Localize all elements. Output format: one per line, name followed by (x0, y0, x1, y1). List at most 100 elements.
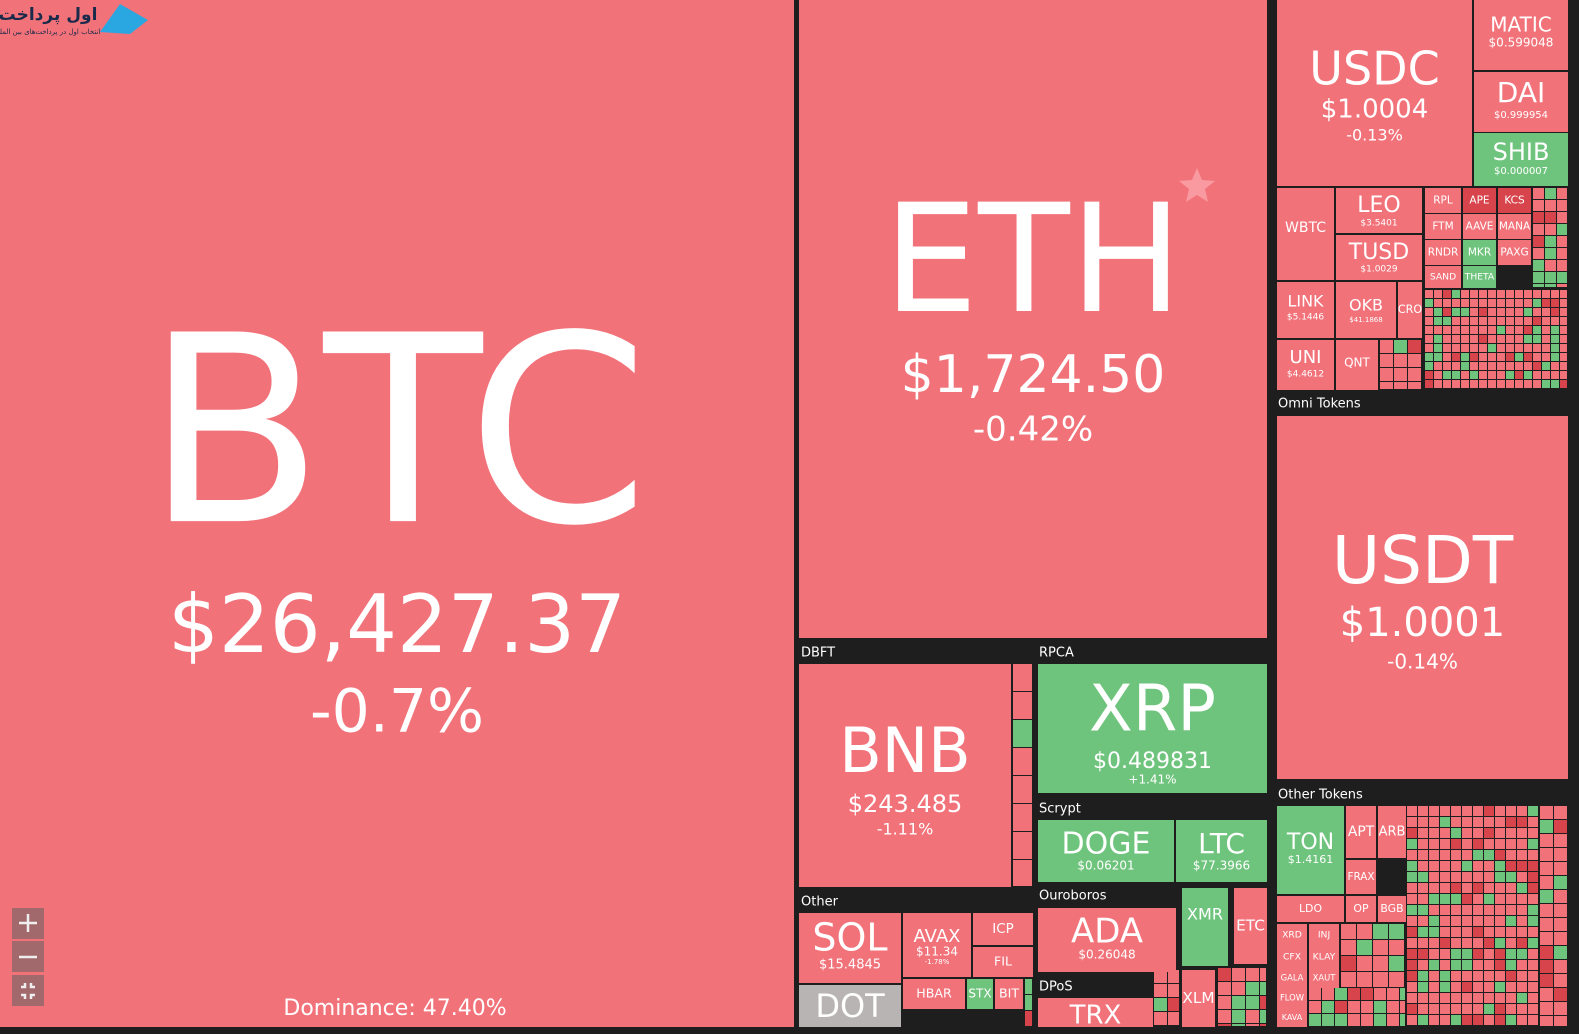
coin-tile[interactable]: XRP$0.489831+1.41% (1038, 664, 1267, 793)
filler-tile (1451, 971, 1461, 981)
coin-tile[interactable]: MATIC$0.599048 (1474, 0, 1568, 70)
filler-tile (1506, 883, 1516, 893)
coin-symbol: KAVA (1282, 1013, 1303, 1022)
coin-tile[interactable]: AAVE (1463, 214, 1496, 239)
coin-tile[interactable]: LDO (1277, 896, 1344, 922)
coin-tile[interactable]: MKR (1463, 240, 1496, 265)
filler-tile (1462, 894, 1472, 904)
filler-tile (1451, 949, 1461, 959)
filler-tile (1361, 1001, 1373, 1013)
filler-tile (1557, 212, 1567, 223)
coin-tile[interactable]: TUSD$1.0029 (1336, 235, 1422, 280)
filler-tile (1429, 916, 1439, 926)
coin-tile[interactable]: FRAX (1346, 860, 1376, 894)
coin-tile[interactable]: LINK $5.1446 (1277, 282, 1334, 338)
filler-tile (1479, 371, 1487, 379)
coin-tile[interactable]: THETA (1463, 266, 1496, 288)
coin-tile[interactable]: KCS (1498, 188, 1531, 213)
coin-tile[interactable]: USDC$1.0004-0.13% (1277, 0, 1472, 186)
coin-tile[interactable]: TRX (1038, 998, 1153, 1031)
coin-tile[interactable]: DOGE$0.06201 (1038, 820, 1174, 882)
coin-tile[interactable]: SAND (1425, 266, 1461, 288)
filler-tile (1484, 839, 1494, 849)
coin-symbol: FIL (994, 954, 1012, 969)
coin-tile[interactable]: BTC$26,427.37-0.7% (0, 0, 794, 1027)
coin-tile[interactable]: XLM (1182, 970, 1215, 1027)
coin-tile[interactable]: XMR (1182, 888, 1228, 966)
coin-tile[interactable]: QNT (1336, 340, 1378, 390)
zoom-out-button[interactable] (12, 941, 44, 972)
coin-tile[interactable]: AVAX$11.34-1.78% (903, 913, 971, 977)
coin-tile[interactable]: XAUT (1309, 968, 1339, 988)
filler-tile (1517, 872, 1527, 882)
coin-tile[interactable]: WBTC (1277, 188, 1334, 280)
coin-symbol: ADA (1071, 912, 1143, 952)
favorite-star[interactable] (1179, 168, 1215, 202)
coin-tile[interactable]: OP (1346, 896, 1376, 922)
coin-tile[interactable]: FLOW (1277, 988, 1307, 1008)
coin-tile[interactable]: SOL$15.4845 (799, 913, 901, 983)
coin-tile[interactable]: ETC (1234, 888, 1267, 964)
filler-tile (1473, 839, 1483, 849)
coin-tile[interactable]: FIL (973, 947, 1033, 977)
coin-tile[interactable]: INJ (1309, 924, 1339, 946)
coin-tile[interactable]: ARB (1378, 806, 1406, 858)
coin-tile[interactable]: BGB (1378, 896, 1406, 922)
coin-tile[interactable]: APE (1463, 188, 1496, 213)
filler-tile (1407, 861, 1417, 871)
coin-tile[interactable]: KLAY (1309, 946, 1339, 968)
coin-tile[interactable]: USDT$1.0001 -0.14% (1277, 416, 1568, 779)
coin-tile[interactable]: SHIB$0.000007 (1474, 133, 1568, 186)
filler-tile (1374, 988, 1386, 1000)
filler-tile (1540, 974, 1553, 987)
filler-tile (1429, 927, 1439, 937)
filler-tile (1440, 905, 1450, 915)
coin-tile[interactable]: ETH$1,724.50 -0.42% (799, 0, 1267, 638)
coin-tile[interactable]: XRD (1277, 924, 1307, 946)
coin-tile[interactable]: GALA (1277, 968, 1307, 988)
filler-tile (1246, 996, 1259, 1009)
reset-zoom-button[interactable] (12, 975, 44, 1006)
coin-tile[interactable]: STX (967, 979, 993, 1009)
coin-tile[interactable]: BNB $243.485 -1.11% (799, 664, 1011, 887)
coin-tile[interactable]: BIT (995, 979, 1023, 1009)
coin-tile[interactable]: HBAR (903, 979, 965, 1009)
coin-symbol: XMR (1187, 905, 1223, 924)
coin-tile[interactable]: LEO$3.5401 (1336, 188, 1422, 233)
coin-tile[interactable]: ADA$0.26048 (1038, 908, 1176, 972)
filler-tile (1341, 940, 1356, 955)
coin-symbol: BTC (145, 281, 649, 583)
coin-tile[interactable]: OKB$41.1868 (1336, 282, 1396, 338)
coin-tile[interactable]: DOT (799, 985, 901, 1027)
coin-tile[interactable]: CFX (1277, 946, 1307, 968)
filler-tile (1545, 224, 1556, 235)
filler-tile (1462, 806, 1472, 816)
filler-tile (1479, 317, 1487, 325)
filler-tile (1470, 344, 1478, 352)
coin-tile[interactable]: UNI $4.4612 (1277, 340, 1334, 390)
filler-tile (1560, 353, 1567, 361)
filler-tile (1557, 224, 1567, 235)
coin-tile[interactable]: LTC$77.3966 (1176, 820, 1267, 882)
filler-tile (1387, 1001, 1399, 1013)
coin-tile[interactable]: ICP (973, 913, 1033, 945)
coin-tile[interactable]: TON$1.4161 (1277, 806, 1344, 894)
coin-tile[interactable]: DAI$0.999954 (1474, 72, 1568, 132)
filler-tile (1348, 1001, 1360, 1013)
coin-tile[interactable]: FTM (1425, 214, 1461, 239)
coin-tile[interactable]: RNDR (1425, 240, 1461, 265)
coin-tile[interactable]: APT (1346, 806, 1376, 858)
coin-tile[interactable]: CRO (1398, 282, 1422, 338)
filler-tile (1517, 1015, 1527, 1025)
coin-tile[interactable]: KAVA (1277, 1008, 1307, 1027)
coin-tile[interactable]: MANA (1498, 214, 1531, 239)
coin-tile[interactable]: RPL (1425, 188, 1461, 213)
filler-tile (1407, 993, 1417, 1003)
filler-tile (1400, 1001, 1405, 1013)
zoom-in-button[interactable] (12, 908, 44, 939)
filler-tile (1418, 828, 1428, 838)
logo[interactable]: اول پرداخت انتخاب اول در پرداخت‌های بین ا… (0, 4, 148, 36)
filler-tile (1533, 362, 1541, 370)
filler-tile (1394, 354, 1407, 367)
coin-tile[interactable]: PAXG (1498, 240, 1531, 265)
